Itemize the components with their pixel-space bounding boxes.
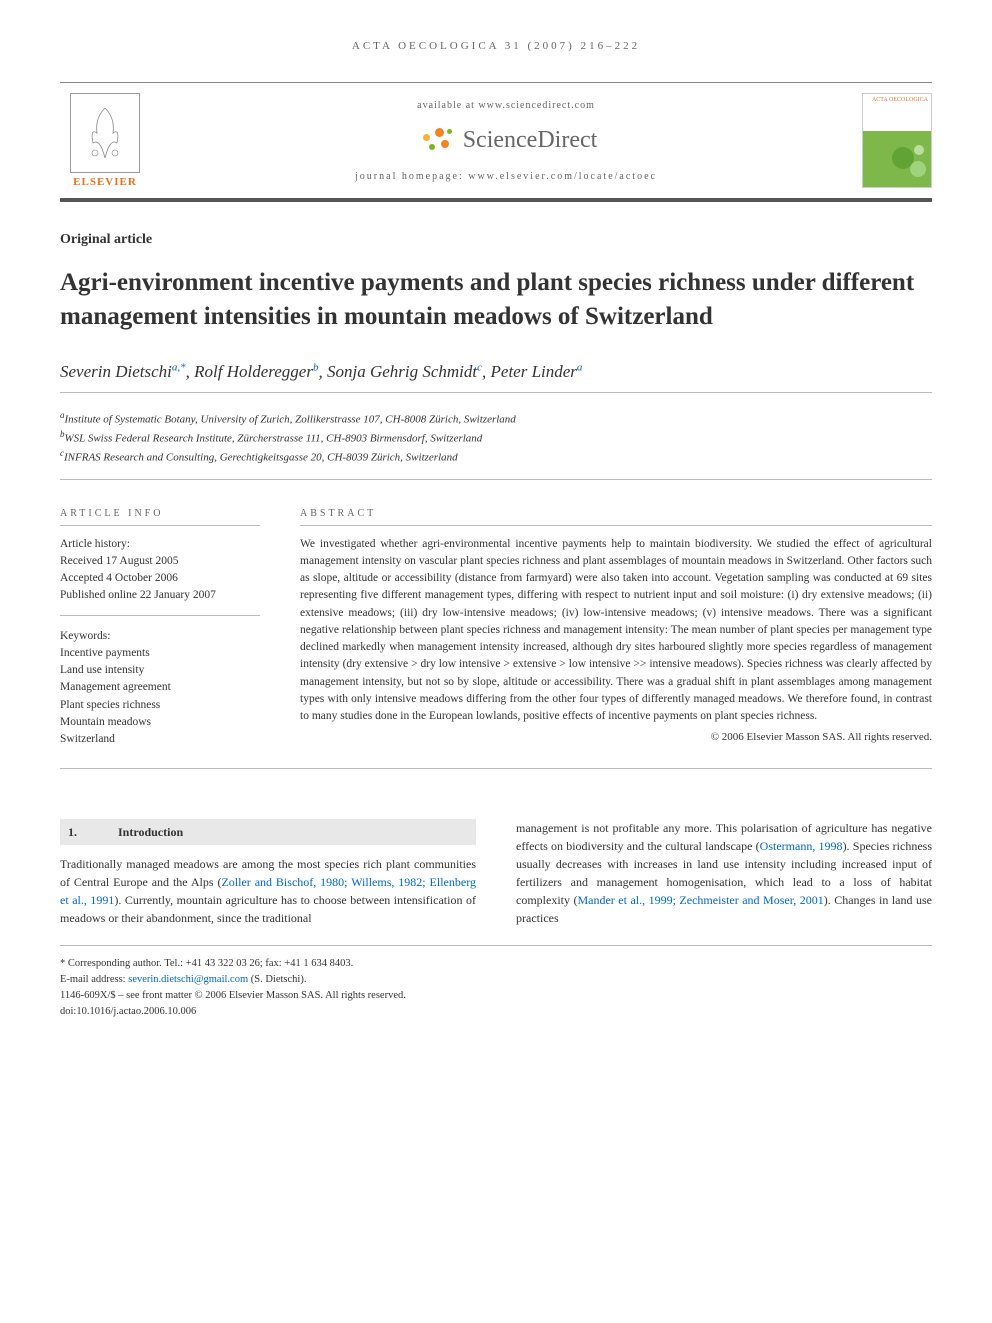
elsevier-tree-icon bbox=[70, 93, 140, 173]
info-abstract-row: ARTICLE INFO Article history: Received 1… bbox=[60, 508, 932, 770]
issn-line: 1146-609X/$ – see front matter © 2006 El… bbox=[60, 988, 932, 1004]
author[interactable]: Sonja Gehrig Schmidtc bbox=[327, 362, 482, 381]
introduction-heading: 1.Introduction bbox=[60, 819, 476, 845]
history-received: Received 17 August 2005 bbox=[60, 553, 260, 570]
affiliation-list: aInstitute of Systematic Botany, Univers… bbox=[60, 409, 932, 479]
keywords-label: Keywords: bbox=[60, 628, 260, 645]
citation-link[interactable]: Mander et al., 1999; Zechmeister and Mos… bbox=[577, 893, 823, 907]
keyword: Plant species richness bbox=[60, 697, 260, 714]
author[interactable]: Rolf Holdereggerb bbox=[194, 362, 318, 381]
sciencedirect-logo[interactable]: ScienceDirect bbox=[150, 126, 862, 156]
affiliation: aInstitute of Systematic Botany, Univers… bbox=[60, 409, 932, 428]
article-history: Article history: Received 17 August 2005… bbox=[60, 536, 260, 616]
keyword: Switzerland bbox=[60, 731, 260, 748]
keyword: Mountain meadows bbox=[60, 714, 260, 731]
abstract-copyright: © 2006 Elsevier Masson SAS. All rights r… bbox=[300, 731, 932, 743]
article-info-column: ARTICLE INFO Article history: Received 1… bbox=[60, 508, 260, 749]
page-footer: * Corresponding author. Tel.: +41 43 322… bbox=[60, 956, 932, 1019]
journal-cover-title: ACTA OECOLOGICA bbox=[863, 94, 931, 106]
author-affil-sup[interactable]: a,* bbox=[172, 362, 186, 374]
doi-line: doi:10.1016/j.actao.2006.10.006 bbox=[60, 1004, 932, 1020]
section-title: Introduction bbox=[118, 825, 183, 839]
history-label: Article history: bbox=[60, 536, 260, 553]
email-link[interactable]: severin.dietschi@gmail.com bbox=[128, 974, 248, 985]
author-affil-sup[interactable]: a bbox=[577, 362, 583, 374]
affiliation: cINFRAS Research and Consulting, Gerecht… bbox=[60, 447, 932, 466]
body-paragraph: management is not profitable any more. T… bbox=[516, 819, 932, 927]
author[interactable]: Severin Dietschia,* bbox=[60, 362, 186, 381]
header-citation: ACTA OECOLOGICA 31 (2007) 216–222 bbox=[60, 40, 932, 52]
body-paragraph: Traditionally managed meadows are among … bbox=[60, 855, 476, 927]
section-number: 1. bbox=[68, 823, 118, 841]
abstract-column: ABSTRACT We investigated whether agri-en… bbox=[300, 508, 932, 749]
abstract-text: We investigated whether agri-environment… bbox=[300, 536, 932, 726]
keywords-block: Keywords: Incentive paymentsLand use int… bbox=[60, 628, 260, 749]
sciencedirect-dots-icon bbox=[415, 126, 455, 156]
body-column-right: management is not profitable any more. T… bbox=[516, 819, 932, 927]
keyword: Incentive payments bbox=[60, 645, 260, 662]
journal-banner: ELSEVIER available at www.sciencedirect.… bbox=[60, 82, 932, 202]
body-columns: 1.Introduction Traditionally managed mea… bbox=[60, 819, 932, 946]
keyword: Management agreement bbox=[60, 679, 260, 696]
abstract-heading: ABSTRACT bbox=[300, 508, 932, 526]
elsevier-logo[interactable]: ELSEVIER bbox=[60, 93, 150, 188]
banner-center: available at www.sciencedirect.com Scien… bbox=[150, 100, 862, 182]
citation-link[interactable]: Ostermann, 1998 bbox=[760, 839, 843, 853]
history-accepted: Accepted 4 October 2006 bbox=[60, 570, 260, 587]
article-type: Original article bbox=[60, 232, 932, 248]
available-at-text: available at www.sciencedirect.com bbox=[150, 100, 862, 111]
author-affil-sup[interactable]: b bbox=[313, 362, 319, 374]
corresponding-author: * Corresponding author. Tel.: +41 43 322… bbox=[60, 956, 932, 972]
sciencedirect-wordmark: ScienceDirect bbox=[463, 127, 598, 154]
email-line: E-mail address: severin.dietschi@gmail.c… bbox=[60, 972, 932, 988]
journal-cover-thumbnail[interactable]: ACTA OECOLOGICA bbox=[862, 93, 932, 188]
article-title: Agri-environment incentive payments and … bbox=[60, 266, 932, 334]
article-info-heading: ARTICLE INFO bbox=[60, 508, 260, 526]
journal-homepage-text: journal homepage: www.elsevier.com/locat… bbox=[150, 171, 862, 182]
keyword: Land use intensity bbox=[60, 662, 260, 679]
elsevier-wordmark: ELSEVIER bbox=[73, 176, 137, 188]
body-column-left: 1.Introduction Traditionally managed mea… bbox=[60, 819, 476, 927]
author[interactable]: Peter Lindera bbox=[491, 362, 583, 381]
author-affil-sup[interactable]: c bbox=[477, 362, 482, 374]
journal-cover-circles-icon bbox=[886, 137, 926, 177]
affiliation: bWSL Swiss Federal Research Institute, Z… bbox=[60, 428, 932, 447]
author-list: Severin Dietschia,*, Rolf Holdereggerb, … bbox=[60, 362, 932, 394]
history-published: Published online 22 January 2007 bbox=[60, 587, 260, 604]
